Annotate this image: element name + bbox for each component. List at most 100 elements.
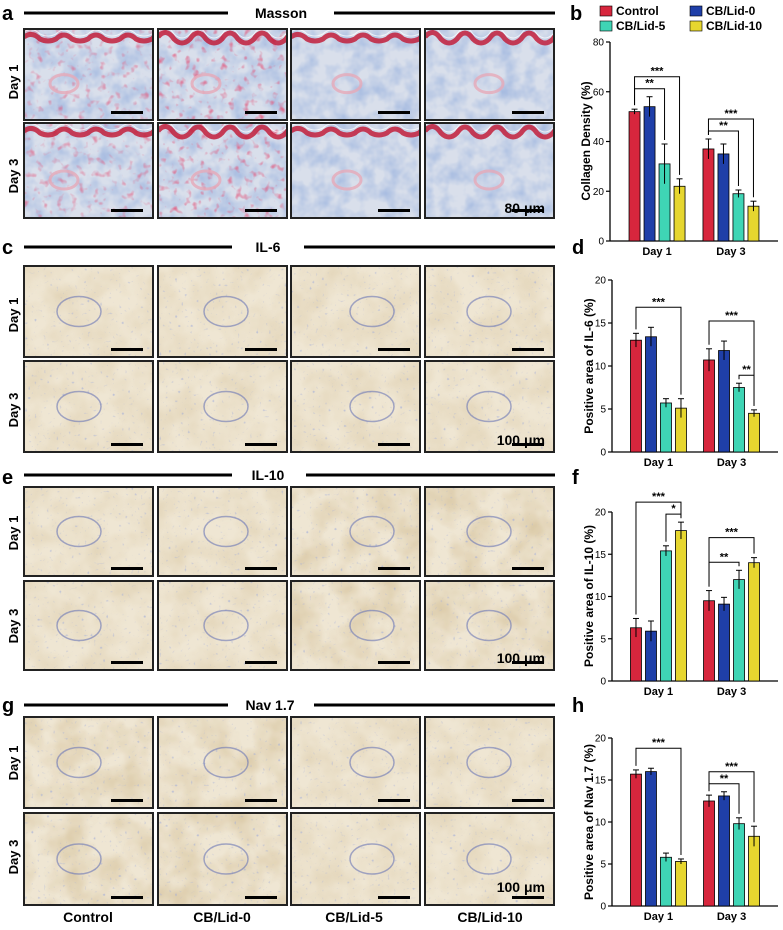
scale-bar	[378, 799, 410, 802]
row-label-il10-day1: Day 1	[6, 516, 21, 551]
scale-bar	[512, 567, 544, 570]
micrograph-il6-day3-cb-lid-5	[290, 360, 421, 453]
chart-il6-positive-area: 0 5 10 15 20 Positive area of IL-6 (%) Day 1 Da…	[582, 276, 778, 469]
legend-swatch-cb-lid-10	[689, 20, 703, 32]
row-label-nav-day3: Day 3	[6, 840, 21, 875]
bar-cb-lid-5-day-3	[733, 823, 745, 907]
bar-cb-lid-0-day-3	[718, 350, 730, 453]
significance-bracket: ***	[708, 527, 755, 587]
scale-bar	[378, 111, 410, 114]
micrograph-masson-day3-cb-lid-10	[424, 122, 555, 219]
scale-bar-label-nav17: 100 μm	[497, 879, 545, 895]
scale-bar	[245, 799, 277, 802]
micrograph-il10-day1-cb-lid-0	[157, 486, 288, 577]
y-tick-label: 0	[598, 237, 604, 248]
micrograph-masson-day1-cb-lid-5	[290, 28, 421, 121]
column-label-cb-lid-10: CB/Lid-10	[457, 909, 523, 925]
section-header-il6: IL-6	[24, 239, 555, 255]
micrograph-masson-day3-control	[23, 122, 154, 219]
significance-label: **	[742, 364, 751, 376]
y-tick-label: 60	[593, 87, 605, 98]
row-label-il6-day3: Day 3	[6, 393, 21, 428]
bar-cb-lid-10-day-3	[748, 835, 760, 907]
micrograph-nav17-day1-control	[23, 716, 154, 809]
legend-label-control: Control	[616, 4, 659, 18]
row-label-nav-day1: Day 1	[6, 746, 21, 781]
y-tick-label: 15	[595, 319, 607, 330]
bar-cb-lid-10-day-3	[748, 412, 760, 453]
x-tick-label: Day 3	[716, 246, 745, 258]
bar-cb-lid-0-day-3	[717, 153, 730, 242]
scale-bar	[111, 661, 143, 664]
bar-control-day-3	[703, 800, 715, 907]
y-tick-label: 20	[595, 276, 607, 287]
panel-letter-d: d	[572, 237, 584, 259]
micrograph-il10-day3-cb-lid-0	[157, 580, 288, 671]
bar-control-day-1	[628, 111, 641, 242]
column-label-control: Control	[63, 909, 113, 925]
y-axis-label: Positive area of IL-10 (%)	[582, 525, 596, 667]
significance-bracket: ***	[635, 491, 682, 615]
significance-bracket: **	[708, 551, 740, 587]
micrograph-nav17-day1-cb-lid-10	[424, 716, 555, 809]
significance-bracket: ***	[708, 761, 755, 823]
micrograph-grid	[23, 28, 555, 906]
bar-cb-lid-5-day-1	[660, 402, 672, 453]
scale-bar	[378, 443, 410, 446]
significance-bracket: ***	[635, 296, 682, 395]
significance-bracket: **	[707, 120, 739, 187]
chart-collagen-density: 0 20 40 60 80 Collagen Density (%) Day 1 Day 3 *…	[579, 38, 778, 258]
y-tick-label: 15	[595, 776, 607, 787]
panel-letter-a: a	[2, 3, 14, 25]
micrograph-il10-day1-control	[23, 486, 154, 577]
scale-bar	[378, 661, 410, 664]
x-tick-label: Day 3	[717, 911, 746, 923]
scale-bar	[245, 443, 277, 446]
bar-cb-lid-0-day-1	[643, 106, 656, 242]
bar-cb-lid-10-day-3	[748, 562, 760, 682]
significance-label: ***	[725, 108, 739, 120]
significance-bracket: **	[708, 773, 740, 814]
significance-label: ***	[652, 737, 666, 749]
section-header-nav17: Nav 1.7	[24, 697, 555, 713]
significance-label: ***	[725, 761, 739, 773]
scale-bar	[512, 348, 544, 351]
y-tick-label: 15	[595, 550, 607, 561]
legend-swatch-cb-lid-5	[599, 20, 613, 32]
bar-cb-lid-10-day-3	[747, 205, 760, 242]
bar-control-day-3	[702, 148, 715, 242]
section-title-il10: IL-10	[252, 467, 285, 483]
column-label-cb-lid-5: CB/Lid-5	[325, 909, 383, 925]
micrograph-nav17-day1-cb-lid-5	[290, 716, 421, 809]
y-tick-label: 40	[593, 137, 605, 148]
column-label-cb-lid-0: CB/Lid-0	[193, 909, 251, 925]
row-label-masson-day3: Day 3	[6, 159, 21, 194]
significance-bracket: ***	[707, 108, 754, 198]
significance-bracket: **	[634, 78, 666, 140]
scale-bar	[111, 567, 143, 570]
significance-label: ***	[725, 310, 739, 322]
micrograph-masson-day3-cb-lid-5	[290, 122, 421, 219]
section-title-nav17: Nav 1.7	[245, 697, 294, 713]
significance-label: **	[645, 78, 654, 90]
significance-label: ***	[651, 66, 665, 78]
legend-swatch-cb-lid-0	[689, 5, 703, 17]
scale-bar	[245, 209, 277, 212]
y-tick-label: 20	[595, 734, 607, 745]
significance-label: *	[671, 503, 676, 515]
y-axis-label: Collagen Density (%)	[579, 81, 593, 200]
x-tick-label: Day 3	[717, 686, 746, 698]
bar-cb-lid-10-day-1	[673, 185, 686, 242]
bar-cb-lid-5-day-1	[660, 550, 672, 682]
micrograph-masson-day3-cb-lid-0	[157, 122, 288, 219]
scale-bar	[111, 209, 143, 212]
micrograph-il10-day1-cb-lid-5	[290, 486, 421, 577]
scale-bar	[111, 111, 143, 114]
significance-bracket: ***	[708, 310, 755, 406]
scale-bar-label-il6: 100 μm	[497, 432, 545, 448]
scale-bar	[111, 443, 143, 446]
legend-label-cb-lid-5: CB/Lid-5	[616, 19, 666, 33]
x-tick-label: Day 1	[644, 911, 673, 923]
bar-cb-lid-5-day-1	[660, 856, 672, 907]
